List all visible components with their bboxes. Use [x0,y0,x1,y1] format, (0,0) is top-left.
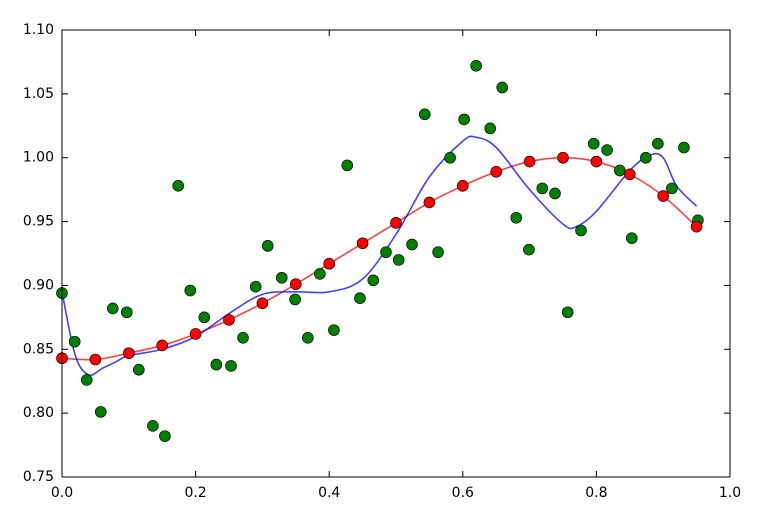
point [380,246,392,259]
point [261,240,274,252]
point [68,335,81,348]
point [210,358,223,371]
point [666,182,678,195]
point [587,137,600,150]
point [223,314,235,326]
point [159,430,171,442]
point [523,243,535,256]
point [456,180,469,192]
point [249,280,262,293]
y-tick-label: 0.85 [23,341,54,357]
point [367,274,380,287]
point [184,284,197,297]
point [626,232,638,244]
point [484,122,496,135]
point [623,168,636,181]
point [390,217,402,229]
point [423,196,436,209]
point [575,224,587,237]
point [613,164,626,177]
point [470,59,482,72]
y-tick-label: 0.95 [23,214,54,230]
point [94,406,107,418]
y-tick-label: 1.00 [23,150,54,166]
x-tick-label: 0.4 [318,485,340,501]
point [275,271,288,284]
line [61,135,698,377]
point [237,331,249,344]
point [657,190,670,202]
x-tick-label: 0.6 [452,485,474,501]
point [120,306,133,319]
point [549,187,561,200]
x-tick-label: 0.0 [51,485,73,501]
point [601,144,613,156]
point [557,151,569,164]
point [490,165,503,178]
point [328,324,340,336]
point [458,113,470,126]
y-tick-label: 1.10 [23,22,54,38]
point [590,155,603,168]
point [678,141,690,154]
y-tick-label: 0.90 [23,277,54,293]
y-tick-label: 0.75 [23,469,54,485]
point [80,374,93,386]
point [496,81,509,94]
point [123,347,135,359]
point [323,257,336,270]
point [147,420,159,432]
y-tick-label: 1.05 [23,86,54,102]
point [314,268,326,280]
x-tick-label: 0.8 [585,485,607,501]
point [156,339,168,352]
point [536,182,549,195]
point [225,360,237,372]
plot-frame [61,29,731,478]
point [302,331,314,344]
point [256,297,269,310]
point [189,328,202,340]
point [289,278,302,290]
point [406,238,418,251]
point [133,363,145,376]
point [640,151,652,164]
point [289,293,301,306]
point [106,302,119,315]
point [354,292,366,305]
point [392,254,405,266]
x-tick-label: 0.2 [184,485,206,501]
point [690,220,703,233]
point [356,237,369,250]
point [652,137,664,150]
point [172,180,185,192]
point [523,155,536,168]
point [432,246,444,259]
x-tick-label: 1.0 [719,485,741,501]
y-tick-label: 0.80 [23,405,54,421]
point [510,211,523,224]
point [198,311,211,324]
point [89,353,102,366]
point [444,151,456,164]
point [561,306,574,319]
point [418,108,431,121]
point [341,159,354,172]
